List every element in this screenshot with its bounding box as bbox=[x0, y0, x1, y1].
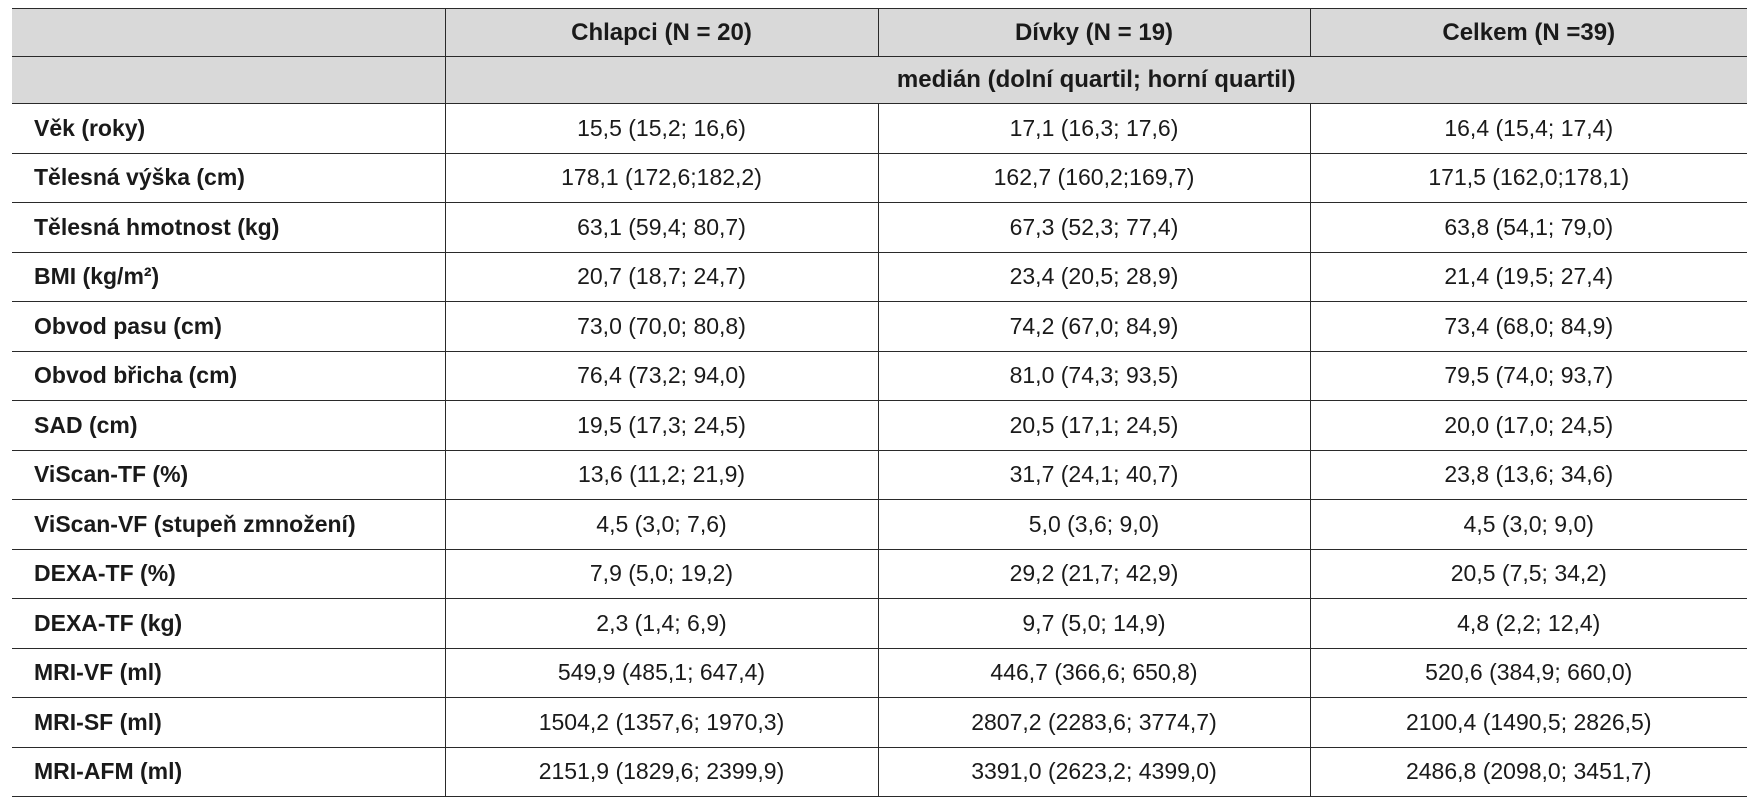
row-label: MRI-SF (ml) bbox=[12, 697, 445, 748]
table-row: SAD (cm) 19,5 (17,3; 24,5) 20,5 (17,1; 24,… bbox=[12, 400, 1747, 451]
value-celkem: 79,5 (74,0; 93,7) bbox=[1309, 350, 1747, 401]
table-row: ViScan-VF (stupeň zmnožení) 4,5 (3,0; 7,6… bbox=[12, 499, 1747, 550]
table-row: Obvod břicha (cm) 76,4 (73,2; 94,0) 81,0 (… bbox=[12, 350, 1747, 401]
value-chlapci: 178,1 (172,6;182,2) bbox=[444, 152, 878, 203]
value-divky: 3391,0 (2623,2; 4399,0) bbox=[877, 746, 1310, 797]
table-body: Chlapci (N = 20) Dívky (N = 19) Celkem (… bbox=[12, 8, 1747, 797]
value-chlapci: 15,5 (15,2; 16,6) bbox=[444, 103, 878, 154]
value-celkem: 20,5 (7,5; 34,2) bbox=[1309, 548, 1747, 599]
value-celkem: 21,4 (19,5; 27,4) bbox=[1309, 251, 1747, 302]
value-chlapci: 76,4 (73,2; 94,0) bbox=[444, 350, 878, 401]
row-label: Obvod břicha (cm) bbox=[12, 350, 445, 401]
value-divky: 23,4 (20,5; 28,9) bbox=[877, 251, 1310, 302]
row-label: Tělesná výška (cm) bbox=[12, 152, 445, 203]
value-chlapci: 2151,9 (1829,6; 2399,9) bbox=[444, 746, 878, 797]
value-chlapci: 19,5 (17,3; 24,5) bbox=[444, 400, 878, 451]
value-chlapci: 7,9 (5,0; 19,2) bbox=[444, 548, 878, 599]
value-chlapci: 2,3 (1,4; 6,9) bbox=[444, 598, 878, 649]
table-row: Tělesná výška (cm) 178,1 (172,6;182,2) 162… bbox=[12, 152, 1747, 203]
subheader-row: medián (dolní quartil; horní quartil) bbox=[12, 56, 1747, 104]
value-chlapci: 63,1 (59,4; 80,7) bbox=[444, 202, 878, 253]
value-divky: 446,7 (366,6; 650,8) bbox=[877, 647, 1310, 698]
value-chlapci: 13,6 (11,2; 21,9) bbox=[444, 449, 878, 500]
data-table: Chlapci (N = 20) Dívky (N = 19) Celkem (… bbox=[12, 8, 1747, 797]
row-label: SAD (cm) bbox=[12, 400, 445, 451]
value-divky: 31,7 (24,1; 40,7) bbox=[877, 449, 1310, 500]
table-row: MRI-SF (ml) 1504,2 (1357,6; 1970,3) 2807,2… bbox=[12, 697, 1747, 748]
row-label: ViScan-VF (stupeň zmnožení) bbox=[12, 499, 445, 550]
table-row: DEXA-TF (%) 7,9 (5,0; 19,2) 29,2 (21,7; 42… bbox=[12, 548, 1747, 599]
table-row: MRI-VF (ml) 549,9 (485,1; 647,4) 446,7 (36… bbox=[12, 647, 1747, 698]
table-row: BMI (kg/m²) 20,7 (18,7; 24,7) 23,4 (20,5; … bbox=[12, 251, 1747, 302]
header-divky: Dívky (N = 19) bbox=[877, 8, 1310, 57]
value-celkem: 20,0 (17,0; 24,5) bbox=[1309, 400, 1747, 451]
row-label: Věk (roky) bbox=[12, 103, 445, 154]
header-chlapci: Chlapci (N = 20) bbox=[444, 8, 878, 57]
row-label: ViScan-TF (%) bbox=[12, 449, 445, 500]
value-divky: 81,0 (74,3; 93,5) bbox=[877, 350, 1310, 401]
value-divky: 20,5 (17,1; 24,5) bbox=[877, 400, 1310, 451]
table-row: Obvod pasu (cm) 73,0 (70,0; 80,8) 74,2 (67… bbox=[12, 301, 1747, 352]
value-divky: 9,7 (5,0; 14,9) bbox=[877, 598, 1310, 649]
value-chlapci: 20,7 (18,7; 24,7) bbox=[444, 251, 878, 302]
value-celkem: 171,5 (162,0;178,1) bbox=[1309, 152, 1747, 203]
value-chlapci: 73,0 (70,0; 80,8) bbox=[444, 301, 878, 352]
value-chlapci: 549,9 (485,1; 647,4) bbox=[444, 647, 878, 698]
value-celkem: 63,8 (54,1; 79,0) bbox=[1309, 202, 1747, 253]
value-celkem: 2486,8 (2098,0; 3451,7) bbox=[1309, 746, 1747, 797]
row-label: MRI-AFM (ml) bbox=[12, 746, 445, 797]
value-divky: 17,1 (16,3; 17,6) bbox=[877, 103, 1310, 154]
value-divky: 162,7 (160,2;169,7) bbox=[877, 152, 1310, 203]
table-row: Věk (roky) 15,5 (15,2; 16,6) 17,1 (16,3; 1… bbox=[12, 103, 1747, 154]
table-row: Tělesná hmotnost (kg) 63,1 (59,4; 80,7) 67… bbox=[12, 202, 1747, 253]
subheader-statistic: medián (dolní quartil; horní quartil) bbox=[444, 56, 1747, 104]
row-label: DEXA-TF (kg) bbox=[12, 598, 445, 649]
value-chlapci: 1504,2 (1357,6; 1970,3) bbox=[444, 697, 878, 748]
row-label: Obvod pasu (cm) bbox=[12, 301, 445, 352]
value-divky: 74,2 (67,0; 84,9) bbox=[877, 301, 1310, 352]
value-celkem: 4,5 (3,0; 9,0) bbox=[1309, 499, 1747, 550]
value-celkem: 2100,4 (1490,5; 2826,5) bbox=[1309, 697, 1747, 748]
value-divky: 67,3 (52,3; 77,4) bbox=[877, 202, 1310, 253]
value-celkem: 4,8 (2,2; 12,4) bbox=[1309, 598, 1747, 649]
row-label: DEXA-TF (%) bbox=[12, 548, 445, 599]
header-corner-cell bbox=[12, 8, 445, 57]
value-chlapci: 4,5 (3,0; 7,6) bbox=[444, 499, 878, 550]
header-row: Chlapci (N = 20) Dívky (N = 19) Celkem (… bbox=[12, 8, 1747, 57]
value-celkem: 16,4 (15,4; 17,4) bbox=[1309, 103, 1747, 154]
value-celkem: 73,4 (68,0; 84,9) bbox=[1309, 301, 1747, 352]
row-label: BMI (kg/m²) bbox=[12, 251, 445, 302]
value-celkem: 23,8 (13,6; 34,6) bbox=[1309, 449, 1747, 500]
value-celkem: 520,6 (384,9; 660,0) bbox=[1309, 647, 1747, 698]
table-row: DEXA-TF (kg) 2,3 (1,4; 6,9) 9,7 (5,0; 14,9… bbox=[12, 598, 1747, 649]
subheader-corner-cell bbox=[12, 56, 445, 104]
value-divky: 5,0 (3,6; 9,0) bbox=[877, 499, 1310, 550]
header-celkem: Celkem (N =39) bbox=[1309, 8, 1747, 57]
row-label: Tělesná hmotnost (kg) bbox=[12, 202, 445, 253]
table-row: MRI-AFM (ml) 2151,9 (1829,6; 2399,9) 3391,… bbox=[12, 746, 1747, 797]
value-divky: 29,2 (21,7; 42,9) bbox=[877, 548, 1310, 599]
row-label: MRI-VF (ml) bbox=[12, 647, 445, 698]
value-divky: 2807,2 (2283,6; 3774,7) bbox=[877, 697, 1310, 748]
table-row: ViScan-TF (%) 13,6 (11,2; 21,9) 31,7 (24,1… bbox=[12, 449, 1747, 500]
